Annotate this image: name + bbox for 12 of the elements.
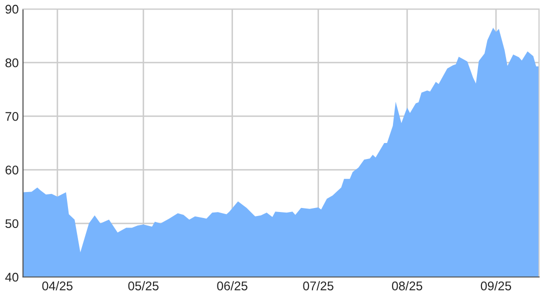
y-tick-label: 40 — [5, 272, 18, 282]
y-tick-label: 50 — [5, 219, 18, 228]
y-tick-label: 60 — [6, 166, 18, 174]
y-tick-label: 70 — [6, 112, 18, 121]
y-tick-label: 90 — [6, 4, 18, 14]
y-tick-label: 80 — [5, 58, 18, 68]
x-tick-label: 06/25 — [217, 281, 248, 290]
x-tick-label: 09/25 — [480, 281, 512, 290]
x-tick-label: 05/25 — [128, 281, 159, 290]
x-tick-label: 08/25 — [392, 281, 422, 290]
x-tick-label: 07/25 — [303, 281, 334, 290]
x-tick-label: 04/25 — [42, 281, 73, 290]
